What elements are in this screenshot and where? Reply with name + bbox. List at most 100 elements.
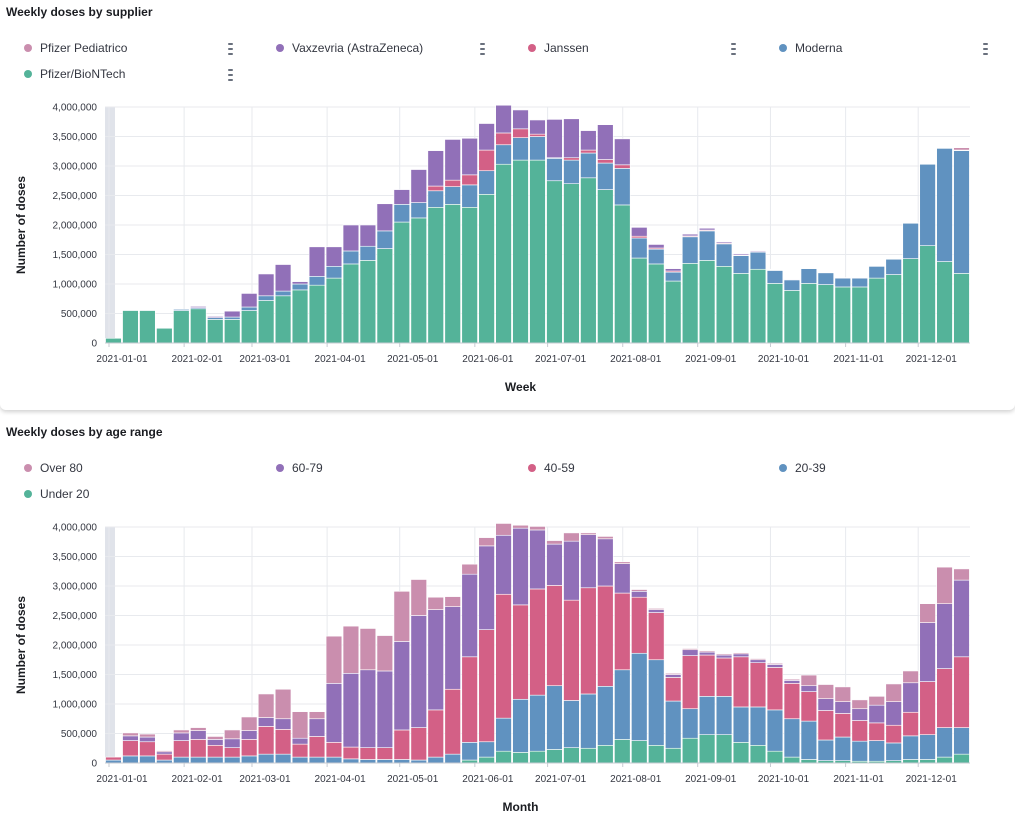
bar-segment[interactable] <box>834 686 851 702</box>
bar-segment[interactable] <box>461 656 478 743</box>
bar-segment[interactable] <box>885 683 902 702</box>
bar-segment[interactable] <box>325 683 343 743</box>
bar-segment[interactable] <box>410 169 427 203</box>
bar-segment[interactable] <box>953 753 970 764</box>
bar-segment[interactable] <box>597 536 614 540</box>
bar-segment[interactable] <box>885 742 902 761</box>
bar-segment[interactable] <box>631 227 648 237</box>
bar-segment[interactable] <box>648 612 665 661</box>
bar-segment[interactable] <box>291 711 309 739</box>
bar-segment[interactable] <box>580 149 597 154</box>
bar-segment[interactable] <box>427 207 444 344</box>
bar-segment[interactable] <box>715 265 733 344</box>
bar-segment[interactable] <box>139 755 156 764</box>
bar-segment[interactable] <box>546 749 563 764</box>
bar-segment[interactable] <box>427 609 444 711</box>
bar-segment[interactable] <box>834 286 851 344</box>
bar-segment[interactable] <box>495 104 512 134</box>
bar-segment[interactable] <box>597 585 614 687</box>
legend-menu-icon[interactable] <box>983 43 989 55</box>
bar-segment[interactable] <box>732 255 750 274</box>
bar-segment[interactable] <box>868 740 885 762</box>
bar-segment[interactable] <box>308 711 326 720</box>
bar-segment[interactable] <box>342 673 360 748</box>
bar-segment[interactable] <box>681 263 699 344</box>
bar-segment[interactable] <box>936 148 953 262</box>
bar-segment[interactable] <box>732 706 750 743</box>
bar-segment[interactable] <box>698 734 716 764</box>
bar-segment[interactable] <box>953 727 970 755</box>
bar-segment[interactable] <box>546 685 563 750</box>
bar-segment[interactable] <box>715 657 733 697</box>
bar-segment[interactable] <box>563 118 580 159</box>
legend-menu-icon[interactable] <box>228 43 234 55</box>
bar-segment[interactable] <box>546 543 563 586</box>
bar-segment[interactable] <box>240 310 258 344</box>
bar-segment[interactable] <box>173 756 190 764</box>
bar-segment[interactable] <box>648 248 665 265</box>
bar-segment[interactable] <box>512 698 529 753</box>
bar-segment[interactable] <box>122 310 139 344</box>
bar-segment[interactable] <box>902 735 919 760</box>
bar-segment[interactable] <box>868 696 885 706</box>
bar-segment[interactable] <box>817 698 835 711</box>
legend-item-60-79[interactable]: 60-79 <box>276 460 323 476</box>
bar-segment[interactable] <box>614 561 631 564</box>
bar-segment[interactable] <box>834 701 851 714</box>
bar-segment[interactable] <box>800 283 818 344</box>
bar-segment[interactable] <box>190 730 207 740</box>
bar-segment[interactable] <box>580 747 597 764</box>
legend-item-over-80[interactable]: Over 80 <box>24 460 83 476</box>
bar-segment[interactable] <box>495 144 512 165</box>
bar-segment[interactable] <box>495 523 512 536</box>
bar-segment[interactable] <box>851 708 868 721</box>
bar-segment[interactable] <box>665 268 682 272</box>
bar-segment[interactable] <box>732 742 750 764</box>
bar-segment[interactable] <box>631 596 648 654</box>
bar-segment[interactable] <box>631 740 648 764</box>
bar-segment[interactable] <box>919 622 936 682</box>
bar-segment[interactable] <box>393 759 410 764</box>
bar-segment[interactable] <box>563 532 580 542</box>
bar-segment[interactable] <box>190 727 207 731</box>
bar-segment[interactable] <box>156 751 173 755</box>
bar-segment[interactable] <box>614 168 631 206</box>
bar-segment[interactable] <box>715 696 733 735</box>
bar-segment[interactable] <box>580 534 597 589</box>
legend-item-janssen[interactable]: Janssen <box>528 40 589 56</box>
bar-segment[interactable] <box>478 741 495 758</box>
bar-segment[interactable] <box>410 615 427 728</box>
bar-segment[interactable] <box>665 271 682 282</box>
legend-menu-icon[interactable] <box>480 43 486 55</box>
bar-segment[interactable] <box>665 747 682 764</box>
bar-segment[interactable] <box>173 729 190 734</box>
bar-segment[interactable] <box>478 170 495 195</box>
bar-segment[interactable] <box>817 272 835 285</box>
bar-segment[interactable] <box>393 641 410 731</box>
bar-segment[interactable] <box>274 264 292 292</box>
bar-segment[interactable] <box>919 163 936 246</box>
bar-segment[interactable] <box>953 579 970 658</box>
bar-segment[interactable] <box>851 720 868 742</box>
bar-segment[interactable] <box>495 750 512 764</box>
bar-segment[interactable] <box>461 563 478 575</box>
bar-segment[interactable] <box>580 152 597 179</box>
bar-segment[interactable] <box>410 579 427 616</box>
bar-segment[interactable] <box>885 724 902 744</box>
bar-segment[interactable] <box>665 700 682 749</box>
bar-segment[interactable] <box>512 604 529 700</box>
bar-segment[interactable] <box>749 268 767 344</box>
bar-segment[interactable] <box>614 138 631 166</box>
bar-segment[interactable] <box>783 756 801 764</box>
bar-segment[interactable] <box>308 756 326 764</box>
bar-segment[interactable] <box>224 738 241 748</box>
bar-segment[interactable] <box>224 729 241 740</box>
bar-segment[interactable] <box>580 587 597 695</box>
bar-segment[interactable] <box>800 268 818 284</box>
bar-segment[interactable] <box>732 652 750 655</box>
bar-segment[interactable] <box>919 681 936 735</box>
legend-item-pfizer-biontech[interactable]: Pfizer/BioNTech <box>24 66 125 82</box>
bar-segment[interactable] <box>359 747 377 760</box>
bar-segment[interactable] <box>444 753 461 764</box>
bar-segment[interactable] <box>190 756 207 764</box>
